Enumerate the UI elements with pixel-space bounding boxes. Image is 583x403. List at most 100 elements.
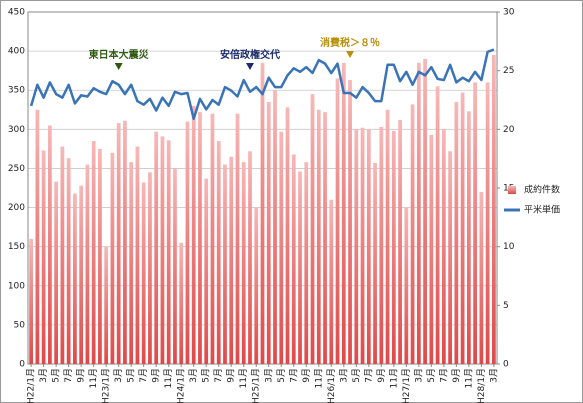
y-tick-label: 450 (8, 8, 25, 18)
bar (304, 162, 309, 364)
legend-label: 平米単価 (524, 204, 560, 216)
x-tick-label: 3月 (188, 368, 199, 383)
legend-swatch (508, 186, 516, 194)
x-tick-label: H24/1月 (176, 368, 187, 403)
bar (85, 164, 90, 364)
x-tick-label: 7月 (438, 368, 449, 383)
bar (316, 109, 321, 365)
bar (423, 58, 427, 364)
bar (129, 162, 134, 364)
bar (479, 191, 484, 364)
y-tick-label: 300 (8, 125, 25, 135)
bar (66, 158, 71, 364)
bar (429, 134, 434, 364)
x-tick-label: H23/1月 (101, 368, 112, 403)
bar (360, 127, 365, 364)
annotation-arrow (245, 63, 254, 70)
line (29, 48, 495, 121)
bar (460, 92, 465, 365)
bar (404, 207, 409, 364)
x-tick-label: 3月 (38, 368, 49, 383)
x-tick-label: 11月 (163, 368, 174, 388)
bar (266, 101, 271, 364)
y-tick-label: 100 (8, 281, 25, 291)
x-tick-label: 11月 (463, 368, 474, 388)
bar (110, 152, 115, 364)
bar (216, 141, 221, 364)
bar (254, 207, 259, 364)
bar (454, 101, 459, 364)
bar (104, 246, 109, 364)
annotation-arrow (114, 63, 123, 70)
x-tick-label: 3月 (488, 368, 499, 383)
x-tick-label: 3月 (413, 368, 424, 383)
bar (235, 113, 240, 364)
x-tick-label: 9月 (301, 368, 312, 383)
x-tick-label: H27/1月 (401, 368, 412, 403)
y2-tick-label: 10 (503, 242, 515, 252)
bar (373, 162, 377, 364)
annotation-arrow (346, 51, 355, 58)
bar (173, 168, 177, 364)
bar (291, 154, 296, 364)
bar (60, 146, 65, 364)
x-tick-label: 11月 (313, 368, 324, 388)
x-tick-label: H28/1月 (476, 368, 487, 403)
y2-tick-label: 30 (503, 8, 515, 18)
bar (73, 193, 77, 364)
bar (260, 62, 265, 364)
x-tick-label: H25/1月 (251, 368, 262, 403)
x-tick-label: 3月 (338, 368, 349, 383)
x-tick-label: 7月 (138, 368, 149, 383)
x-tick-label: 9月 (376, 368, 387, 383)
x-tick-label: 9月 (451, 368, 462, 383)
bar (491, 55, 496, 365)
y2-tick-label: 25 (503, 66, 514, 76)
y-tick-label: 200 (8, 203, 25, 213)
x-tick-label: 9月 (226, 368, 237, 383)
bar (229, 156, 234, 364)
x-tick-label: 5月 (276, 368, 287, 383)
y2-tick-label: 0 (503, 360, 509, 370)
bar (35, 109, 40, 365)
bar (279, 131, 284, 364)
y-tick-label: 0 (19, 360, 25, 370)
annotation: 東日本大震災 (89, 48, 150, 61)
bar (366, 129, 371, 364)
x-tick-label: 3月 (263, 368, 274, 383)
y-tick-label: 150 (8, 242, 25, 252)
bar (166, 140, 171, 364)
bar (148, 172, 152, 364)
bar (335, 78, 340, 364)
bar (179, 242, 184, 364)
y2-tick-label: 20 (503, 125, 515, 135)
x-tick-label: 11月 (88, 368, 99, 388)
x-tick-label: 7月 (363, 368, 374, 383)
x-tick-label: 11月 (238, 368, 249, 388)
bar (435, 86, 440, 365)
x-tick-label: 7月 (213, 368, 224, 383)
y-tick-label: 250 (8, 164, 25, 174)
bar (135, 146, 140, 364)
x-tick-label: 9月 (151, 368, 162, 383)
bar (210, 113, 215, 364)
bar (191, 105, 196, 364)
bar (160, 136, 165, 364)
bar (448, 151, 452, 364)
bar (98, 148, 102, 364)
bar (379, 126, 384, 364)
bar (223, 164, 227, 364)
bar (441, 129, 446, 364)
bar (29, 238, 34, 364)
bar (485, 82, 490, 365)
bar (298, 171, 302, 364)
bar (248, 151, 252, 364)
x-tick-label: 7月 (288, 368, 299, 383)
bar (416, 62, 421, 364)
bar (354, 129, 359, 364)
x-tick-label: 5月 (201, 368, 212, 383)
bar (341, 62, 346, 364)
x-tick-label: 3月 (113, 368, 124, 383)
